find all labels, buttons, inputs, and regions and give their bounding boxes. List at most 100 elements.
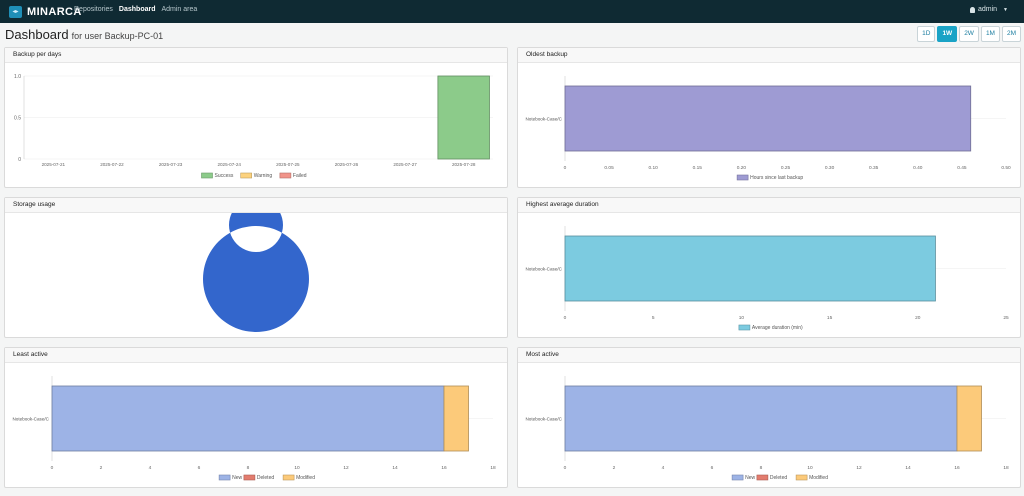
x-tick-label: 12 xyxy=(343,465,349,471)
x-tick-label: 2025-07-22 xyxy=(100,162,124,167)
x-tick-label: 5 xyxy=(652,315,655,321)
x-tick-label: 14 xyxy=(905,465,911,471)
chart-legend-label: Deleted xyxy=(257,475,274,481)
card-least-active: Least active 0 2 4 6 8 10 12 14 16 18 Notebook-Cas… xyxy=(4,347,508,488)
oldest-backup-chart: 0 0.05 0.10 0.15 0.20 0.25 0.30 0.35 0.40 0.45 0.5… xyxy=(525,76,1011,181)
backup-per-days-chart: 0 0.5 1.0 2025-07-21 2025-07-22 2025-07-23 202… xyxy=(14,74,493,179)
chart-legend-swatch xyxy=(201,172,213,179)
x-tick-label: 0 xyxy=(51,465,54,471)
period-1w-button[interactable]: 1W xyxy=(937,26,958,42)
main-nav: Repositories Dashboard Admin area xyxy=(74,6,197,13)
chart-legend-swatch xyxy=(756,474,769,481)
x-tick-label: 0 xyxy=(564,315,567,321)
card-title: Backup per days xyxy=(5,48,507,63)
nav-dashboard[interactable]: Dashboard xyxy=(118,6,156,13)
chart-legend-label: Modified xyxy=(809,475,828,481)
x-tick-label: 2025-07-24 xyxy=(217,162,241,167)
x-tick-label: 2 xyxy=(100,465,103,471)
x-tick-label: 18 xyxy=(490,465,496,471)
chart-legend-swatch xyxy=(738,324,751,331)
category-label: Notebook-Case/C xyxy=(12,417,49,422)
chart-legend-swatch xyxy=(243,474,256,481)
card-title: Storage usage xyxy=(5,198,507,213)
x-tick-label: 0.50 xyxy=(1001,165,1011,171)
app-name: MINARCA xyxy=(27,5,82,18)
x-tick-label: 0.20 xyxy=(737,165,747,171)
chart-legend-label: New xyxy=(745,475,755,481)
category-label: Notebook-Case/C xyxy=(525,267,562,272)
period-selector: 1D 1W 2W 1M 2M xyxy=(915,26,1021,42)
chart-legend-label: Warning xyxy=(254,173,273,179)
x-tick-label: 2025-07-25 xyxy=(276,162,300,167)
y-tick-label: 0 xyxy=(18,157,21,163)
caret-down-icon: ▼ xyxy=(1003,6,1008,13)
chart-legend-swatch xyxy=(795,474,808,481)
y-tick-label: 1.0 xyxy=(14,74,21,80)
category-label: Notebook-Case/C xyxy=(525,117,562,122)
bar-modified xyxy=(443,385,469,452)
x-tick-label: 10 xyxy=(294,465,300,471)
x-tick-label: 20 xyxy=(915,315,921,321)
x-tick-label: 10 xyxy=(739,315,745,321)
least-active-chart: 0 2 4 6 8 10 12 14 16 18 Notebook-Case/C New Deleted… xyxy=(12,376,496,481)
x-tick-label: 16 xyxy=(954,465,960,471)
x-tick-label: 18 xyxy=(1003,465,1009,471)
x-tick-label: 0.05 xyxy=(604,165,614,171)
x-tick-label: 0.10 xyxy=(649,165,659,171)
card-title: Least active xyxy=(5,348,507,363)
chart-legend-label: Hours since last backup xyxy=(750,175,803,181)
x-tick-label: 12 xyxy=(856,465,862,471)
x-tick-label: 2 xyxy=(613,465,616,471)
page-subtitle: for user Backup-PC-01 xyxy=(71,31,164,41)
x-tick-label: 8 xyxy=(247,465,250,471)
top-navbar: ◂▸ MINARCA Repositories Dashboard Admin … xyxy=(0,0,1024,23)
x-tick-label: 15 xyxy=(827,315,833,321)
x-tick-label: 0.25 xyxy=(781,165,791,171)
chart-legend-swatch xyxy=(731,474,744,481)
card-storage-usage: Storage usage xyxy=(4,197,508,338)
x-tick-label: 6 xyxy=(711,465,714,471)
pie-slice xyxy=(202,198,309,332)
period-2w-button[interactable]: 2W xyxy=(959,26,979,42)
x-tick-label: 4 xyxy=(662,465,665,471)
brand[interactable]: ◂▸ MINARCA xyxy=(9,4,82,19)
x-tick-label: 2025-07-21 xyxy=(42,162,66,167)
minarca-logo-icon: ◂▸ xyxy=(9,5,22,18)
chart-legend-swatch xyxy=(279,172,292,179)
card-most-active: Most active 0 2 4 6 8 10 12 14 16 18 Notebook-Case… xyxy=(517,347,1021,488)
bar-hours-since-last-backup xyxy=(564,85,972,152)
storage-usage-chart xyxy=(202,198,309,332)
chart-legend-label: Average duration (min) xyxy=(752,325,803,331)
card-highest-average-duration: Highest average duration 0 5 10 15 20 25 Noteb… xyxy=(517,197,1021,338)
page-title-text: Dashboard xyxy=(5,27,69,42)
period-1d-button[interactable]: 1D xyxy=(917,26,936,42)
x-tick-label: 2025-07-27 xyxy=(393,162,417,167)
highest-average-duration-chart: 0 5 10 15 20 25 Notebook-Case/C Average duratio… xyxy=(525,226,1009,331)
x-tick-label: 0 xyxy=(564,465,567,471)
nav-repositories[interactable]: Repositories xyxy=(74,6,113,13)
bar-success xyxy=(437,75,490,160)
user-menu[interactable]: admin ▼ xyxy=(969,6,1008,13)
card-title: Oldest backup xyxy=(518,48,1020,63)
bar-average-duration-min- xyxy=(564,235,936,302)
period-1m-button[interactable]: 1M xyxy=(980,26,1000,42)
bar-new xyxy=(51,385,445,452)
chart-legend-label: Failed xyxy=(293,173,307,179)
chart-legend-swatch xyxy=(736,174,749,181)
user-icon xyxy=(969,6,975,13)
chart-legend-swatch xyxy=(240,172,252,179)
chart-legend-label: Deleted xyxy=(770,475,787,481)
period-2m-button[interactable]: 2M xyxy=(1001,26,1021,42)
category-label: Notebook-Case/C xyxy=(525,417,562,422)
chart-legend-label: New xyxy=(232,475,242,481)
x-tick-label: 16 xyxy=(441,465,447,471)
x-tick-label: 10 xyxy=(807,465,813,471)
chart-legend-swatch xyxy=(282,474,295,481)
x-tick-label: 2025-07-23 xyxy=(159,162,183,167)
x-tick-label: 0 xyxy=(564,165,567,171)
card-oldest-backup: Oldest backup 0 0.05 0.10 0.15 0.20 0.25 0.30 0… xyxy=(517,47,1021,188)
most-active-chart: 0 2 4 6 8 10 12 14 16 18 Notebook-Case/C New Deleted… xyxy=(525,376,1009,481)
card-title: Highest average duration xyxy=(518,198,1020,213)
nav-admin-area[interactable]: Admin area xyxy=(161,6,198,13)
x-tick-label: 0.30 xyxy=(825,165,835,171)
